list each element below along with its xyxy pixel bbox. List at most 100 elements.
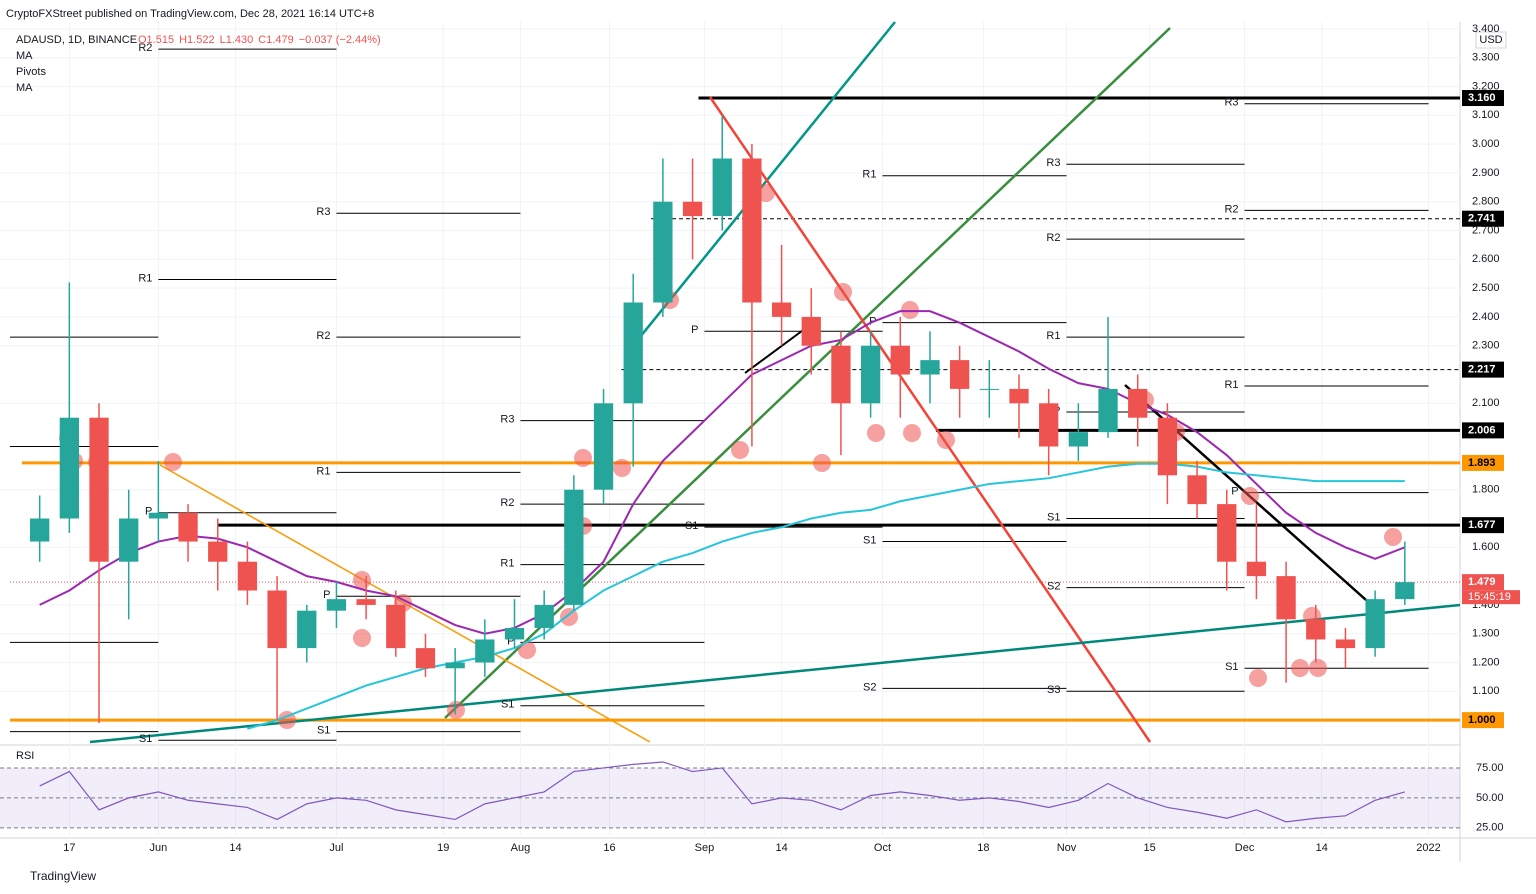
candle-body [950, 360, 970, 389]
x-tick-label: 2022 [1416, 842, 1440, 854]
indicator: MA [16, 50, 33, 62]
publisher: CryptoFXStreet published on TradingView.… [6, 8, 374, 20]
candle-body [682, 201, 703, 217]
level-label: 2.217 [1468, 364, 1496, 376]
candle-body [534, 604, 554, 628]
pivot-label: R1 [1224, 379, 1238, 391]
pivot-label: R1 [316, 465, 330, 477]
level-box [1462, 517, 1504, 534]
pivot-label: R3 [316, 206, 330, 218]
marker [813, 454, 831, 472]
y-tick-label: 3.000 [1472, 138, 1500, 150]
candle-body [831, 345, 851, 404]
y-tick-label: 2.600 [1472, 253, 1500, 265]
y-tick-label: 2.800 [1472, 196, 1500, 208]
marker [164, 453, 182, 471]
candle-body [267, 590, 287, 649]
candle-body [593, 403, 614, 490]
y-tick-label: 1.300 [1472, 628, 1500, 640]
y-tick-label: 2.400 [1472, 311, 1500, 323]
level-label: 2.741 [1468, 213, 1496, 225]
trendline [744, 324, 811, 374]
y-tick-label: 1.600 [1472, 541, 1500, 553]
ohlc-value: L1.430 [220, 34, 254, 46]
candle-body [653, 201, 673, 303]
pivot-label: R3 [500, 413, 514, 425]
pivot-label: R1 [500, 557, 514, 569]
pivot-label: P [145, 506, 152, 518]
level-label: 1.000 [1468, 714, 1496, 726]
candle-body [386, 604, 406, 649]
pivot-label: S2 [863, 681, 876, 693]
marker [574, 449, 592, 467]
candle-body [1187, 475, 1207, 505]
ohlc-value: −0.037 (−2.44%) [299, 34, 381, 46]
level-box [1462, 361, 1504, 378]
marker [447, 701, 465, 719]
indicator: Pivots [16, 66, 46, 78]
countdown-box [1462, 590, 1520, 605]
candle-body [326, 599, 347, 611]
x-tick-label: Nov [1057, 842, 1077, 854]
candle-body [890, 345, 910, 375]
candle-body [356, 599, 376, 605]
level-box [1462, 574, 1504, 591]
level-box [1462, 90, 1504, 107]
candle-body [1039, 403, 1059, 447]
marker [903, 424, 921, 442]
marker [1291, 659, 1309, 677]
pivot-label: P [1231, 485, 1238, 497]
level-box [1462, 454, 1504, 471]
pivot-label: S1 [317, 725, 330, 737]
footer-logo: TradingView [30, 869, 96, 883]
pivot-label: R3 [1224, 97, 1238, 109]
y-tick-label: 3.100 [1472, 109, 1500, 121]
marker [834, 283, 852, 301]
level-box [1462, 210, 1504, 227]
pivot-label: R3 [1046, 157, 1060, 169]
candle-body [742, 158, 762, 303]
rsi-tick-label: 50.00 [1476, 792, 1504, 804]
y-tick-label: 1.800 [1472, 484, 1500, 496]
pivot-label: P [507, 635, 514, 647]
candle-body [237, 561, 258, 591]
moving-average [39, 310, 1406, 635]
pivot-label: S1 [685, 520, 698, 532]
y-tick-label: 1.200 [1472, 656, 1500, 668]
pivot-label: R1 [862, 169, 876, 181]
marker [731, 441, 749, 459]
x-tick-label: Jul [329, 842, 343, 854]
rsi-tick-label: 25.00 [1476, 822, 1504, 834]
candle-body [771, 302, 792, 317]
marker [1241, 487, 1259, 505]
marker [560, 608, 578, 626]
x-tick-label: 18 [977, 842, 989, 854]
x-tick-label: Jun [150, 842, 168, 854]
candle-body [801, 316, 821, 346]
candle-body [1276, 576, 1296, 620]
x-tick-label: 16 [603, 842, 615, 854]
x-tick-label: 19 [437, 842, 449, 854]
pivot-label: R1 [1046, 330, 1060, 342]
candle-body [623, 302, 643, 404]
candle-body [504, 627, 525, 640]
y-tick-label: 3.200 [1472, 80, 1500, 92]
x-tick-label: Oct [874, 842, 891, 854]
candle-body [1098, 388, 1118, 433]
candle-body [1246, 561, 1267, 577]
candle-body [1335, 639, 1356, 649]
ohlc-value: O1.515 [138, 34, 174, 46]
x-tick-label: 17 [63, 842, 75, 854]
y-tick-label: 1.100 [1472, 685, 1500, 697]
rsi-line [39, 761, 1405, 823]
candle-body [297, 610, 317, 649]
candle-body [1306, 619, 1326, 640]
pivot-label: S1 [1047, 511, 1060, 523]
candle-body [415, 648, 436, 669]
pivot-label: R2 [1224, 203, 1238, 215]
y-tick-label: 2.700 [1472, 224, 1500, 236]
x-tick-label: Aug [511, 842, 531, 854]
marker [867, 424, 885, 442]
rsi-tick-label: 75.00 [1476, 762, 1504, 774]
